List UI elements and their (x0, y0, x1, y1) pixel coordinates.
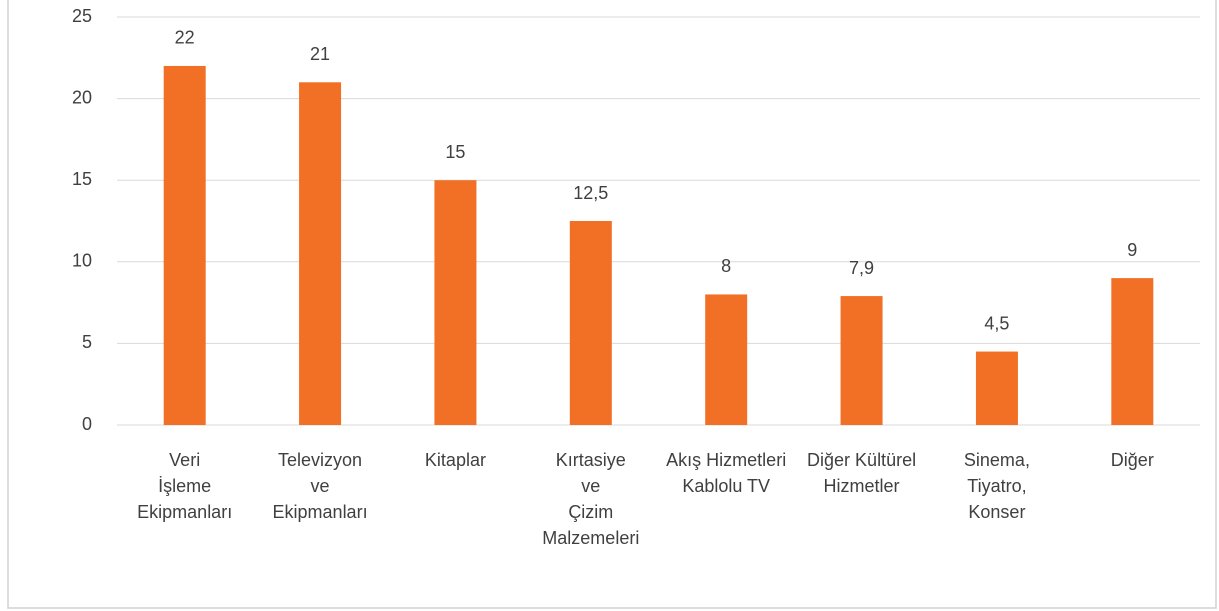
x-tick-label: Veri İşleme Ekipmanları (137, 450, 232, 522)
bar (299, 82, 342, 425)
value-label: 7,9 (849, 258, 874, 278)
y-tick-label: 20 (72, 87, 92, 107)
bar (434, 180, 477, 425)
value-label: 15 (445, 142, 465, 162)
y-tick-label: 10 (72, 251, 92, 271)
y-tick-label: 25 (72, 6, 92, 26)
value-label: 12,5 (573, 183, 608, 203)
x-tick-label: Kırtasiye ve Çizim Malzemeleri (542, 450, 639, 548)
x-tick-label: Sinema, Tiyatro, Konser (964, 450, 1030, 522)
y-tick-label: 15 (72, 169, 92, 189)
x-tick-label: Kitaplar (425, 450, 486, 470)
x-tick-label: Diğer Kültürel Hizmetler (807, 450, 916, 496)
value-label: 9 (1127, 240, 1137, 260)
x-tick-label: Diğer (1111, 450, 1154, 470)
chart-frame (7, 0, 1217, 609)
y-tick-label: 0 (82, 414, 92, 434)
value-label: 8 (721, 256, 731, 276)
y-tick-label: 5 (82, 332, 92, 352)
x-tick-label: Televizyon ve Ekipmanları (273, 450, 368, 522)
bar (975, 351, 1018, 425)
value-label: 4,5 (984, 313, 1009, 333)
bar (840, 296, 883, 425)
value-label: 21 (310, 44, 330, 64)
bar (705, 294, 748, 425)
bar (1111, 278, 1154, 425)
x-tick-label: Akış Hizmetleri Kablolu TV (666, 450, 786, 496)
bar (163, 65, 206, 426)
bar (569, 221, 612, 425)
value-label: 22 (175, 28, 195, 48)
